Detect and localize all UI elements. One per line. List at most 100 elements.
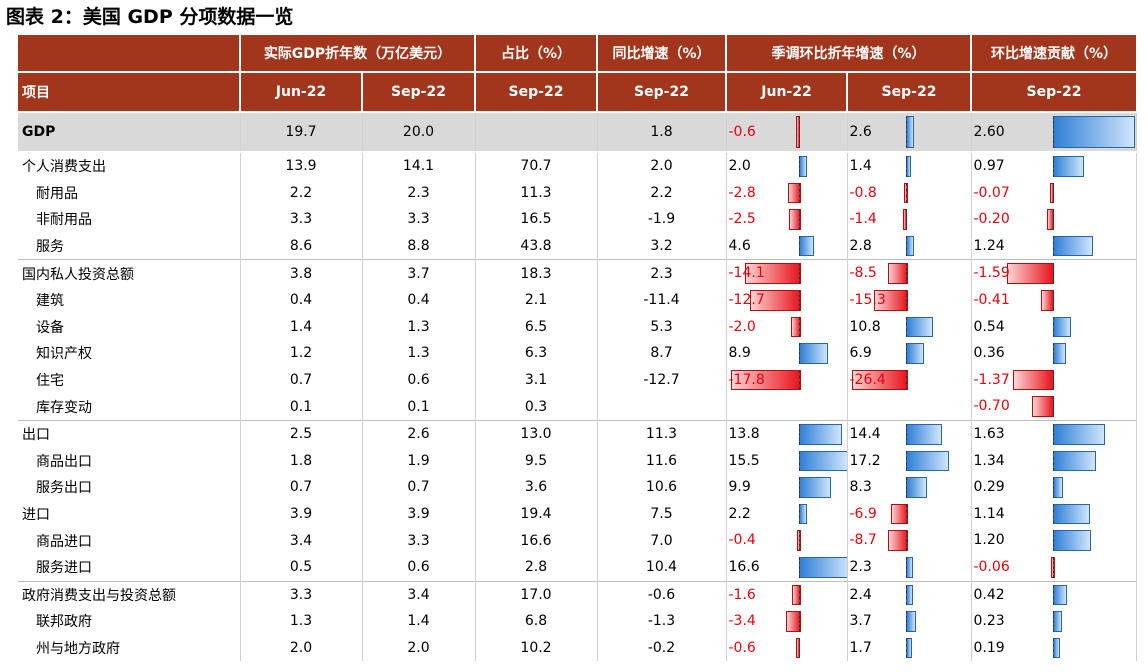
bar-negative	[744, 263, 801, 284]
header-c6: Sep-22	[847, 71, 972, 112]
bar-value: -0.06	[973, 558, 1010, 575]
cell-contrib: -1.37	[971, 366, 1137, 394]
table-row: 服务出口 0.7 0.7 3.6 10.6 9.9 8.3 0.29	[18, 474, 1137, 501]
bar-area	[900, 343, 969, 364]
cell-q_sep: 10.8	[847, 313, 972, 341]
bar-axis	[1052, 343, 1054, 364]
bar-axis	[905, 209, 907, 230]
cell-q_sep: 6.9	[847, 340, 972, 367]
cell-share	[475, 111, 598, 153]
bar-positive	[905, 116, 914, 148]
cell-q_jun: 2.2	[726, 500, 848, 528]
bar-positive	[1052, 235, 1093, 257]
row-label: 国内私人投资总额	[18, 259, 241, 287]
cell-q_jun: -2.8	[726, 179, 848, 207]
cell-yoy: 8.7	[597, 340, 727, 367]
cell-yoy: 7.0	[597, 527, 727, 554]
bar-axis	[905, 156, 907, 177]
cell-sep: 1.9	[362, 447, 476, 475]
cell-share: 13.0	[475, 419, 598, 448]
bar-area	[790, 316, 847, 338]
bar-area	[787, 182, 847, 204]
cell-q_jun: 2.0	[726, 151, 848, 180]
table-row: 知识产权 1.2 1.3 6.3 8.7 8.9 6.9 0.36	[18, 340, 1137, 367]
bar-positive	[1052, 530, 1092, 551]
cell-yoy: 11.3	[597, 419, 727, 448]
cell-sep: 3.4	[362, 580, 476, 609]
table-row: 库存变动 0.1 0.1 0.3 -0.70	[18, 393, 1137, 421]
bar-axis	[798, 209, 800, 230]
bar-area	[900, 116, 969, 148]
bar-area	[900, 156, 969, 177]
bar-value: -0.07	[973, 184, 1010, 201]
bar-positive	[905, 450, 949, 472]
bar-axis	[1052, 503, 1054, 525]
cell-contrib: 0.36	[971, 340, 1137, 367]
bar-value: 0.97	[973, 158, 1005, 174]
bar-axis	[905, 637, 907, 659]
bar-axis	[1052, 637, 1054, 659]
row-label: 设备	[18, 313, 241, 341]
bar-value: -0.6	[728, 639, 756, 656]
table-row: 商品出口 1.8 1.9 9.5 11.6 15.5 17.2 1.34	[18, 447, 1137, 475]
cell-q_sep: -8.7	[847, 527, 972, 554]
row-label: 住宅	[18, 366, 241, 394]
bar-area	[978, 637, 1133, 659]
bar-value: 9.9	[728, 479, 751, 496]
bar-area	[900, 182, 969, 204]
bar-negative	[1032, 396, 1055, 417]
bar-value: -0.8	[849, 184, 877, 201]
header-c4: Sep-22	[597, 71, 727, 112]
bar-value: 2.8	[849, 237, 872, 254]
cell-contrib: 0.19	[971, 634, 1137, 662]
row-label: 州与地方政府	[18, 634, 241, 662]
cell-share: 0.3	[475, 393, 598, 421]
bar-area	[785, 611, 847, 632]
row-label: 耐用品	[18, 179, 241, 207]
cell-q_sep: 3.7	[847, 608, 972, 635]
bar-axis	[1052, 263, 1054, 284]
cell-share: 2.8	[475, 553, 598, 581]
table-body: GDP 19.7 20.0 1.8 -0.6 2.6 2.60 个人消费支出 13.9 14.1 7…	[18, 111, 1137, 662]
page-title: 图表 2：美国 GDP 分项数据一览	[6, 6, 294, 28]
bar-area	[792, 584, 847, 606]
cell-jun: 2.5	[240, 419, 363, 448]
cell-jun: 0.7	[240, 474, 363, 501]
bar-area	[874, 289, 969, 311]
bar-axis	[905, 477, 907, 498]
cell-q_jun: -2.5	[726, 206, 848, 233]
bar-value: 0.42	[973, 586, 1005, 603]
cell-share: 16.6	[475, 527, 598, 554]
cell-contrib: 0.42	[971, 580, 1137, 609]
cell-q_jun: 15.5	[726, 447, 848, 475]
cell-contrib: -0.20	[971, 206, 1137, 233]
bar-positive	[905, 556, 913, 578]
bar-value: 10.8	[849, 318, 881, 335]
bar-positive	[1052, 423, 1105, 445]
bar-axis	[1052, 369, 1054, 391]
bar-positive	[1052, 450, 1096, 472]
bar-axis	[798, 263, 800, 284]
bar-area	[900, 235, 969, 257]
header-blank	[18, 35, 241, 72]
bar-area	[788, 209, 847, 230]
cell-yoy: 5.3	[597, 313, 727, 341]
bar-axis	[905, 584, 907, 606]
bar-axis	[905, 343, 907, 364]
bar-axis	[798, 343, 800, 364]
bar-positive	[1052, 116, 1135, 148]
bar-axis	[1052, 611, 1054, 632]
bar-area	[793, 556, 846, 578]
row-label: 建筑	[18, 286, 241, 314]
cell-sep: 14.1	[362, 151, 476, 180]
bar-area	[900, 209, 969, 230]
cell-yoy: 10.6	[597, 474, 727, 501]
bar-area	[793, 530, 847, 551]
bar-value: 3.7	[849, 613, 872, 630]
cell-contrib: 1.20	[971, 527, 1137, 554]
bar-axis	[905, 289, 907, 311]
bar-value: 1.20	[973, 532, 1005, 549]
cell-q_sep: 1.4	[847, 151, 972, 180]
bar-axis	[798, 116, 800, 148]
bar-axis	[905, 530, 907, 551]
